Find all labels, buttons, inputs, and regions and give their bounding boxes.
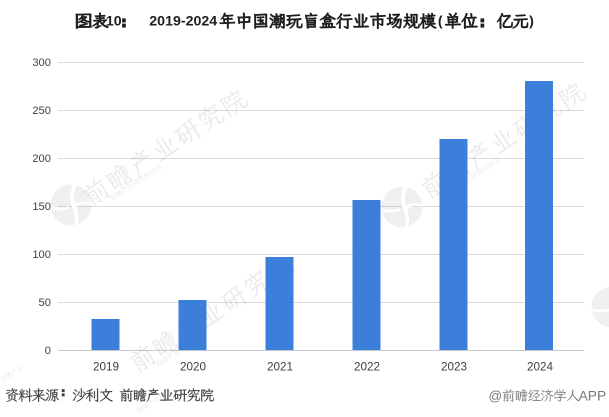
svg-text:2019-2024: 2019-2024: [149, 14, 217, 30]
svg-text:2020: 2020: [180, 360, 207, 373]
svg-text:@: @: [489, 388, 503, 403]
svg-text:2024: 2024: [527, 360, 554, 373]
svg-text:2023: 2023: [441, 360, 467, 373]
svg-text:50: 50: [39, 297, 51, 309]
svg-text:): ): [529, 14, 534, 30]
svg-text:150: 150: [32, 201, 51, 213]
svg-text:300: 300: [32, 57, 51, 69]
svg-text:250: 250: [32, 105, 51, 117]
svg-text:2022: 2022: [354, 360, 380, 373]
svg-text:0: 0: [45, 345, 51, 357]
svg-text:200: 200: [32, 153, 51, 165]
svg-text:2019: 2019: [93, 360, 119, 373]
svg-text:100: 100: [32, 249, 51, 261]
svg-text:(: (: [438, 14, 443, 30]
svg-text:2021: 2021: [267, 360, 293, 373]
svg-text:APP: APP: [579, 388, 607, 403]
svg-text:10: 10: [106, 14, 122, 30]
